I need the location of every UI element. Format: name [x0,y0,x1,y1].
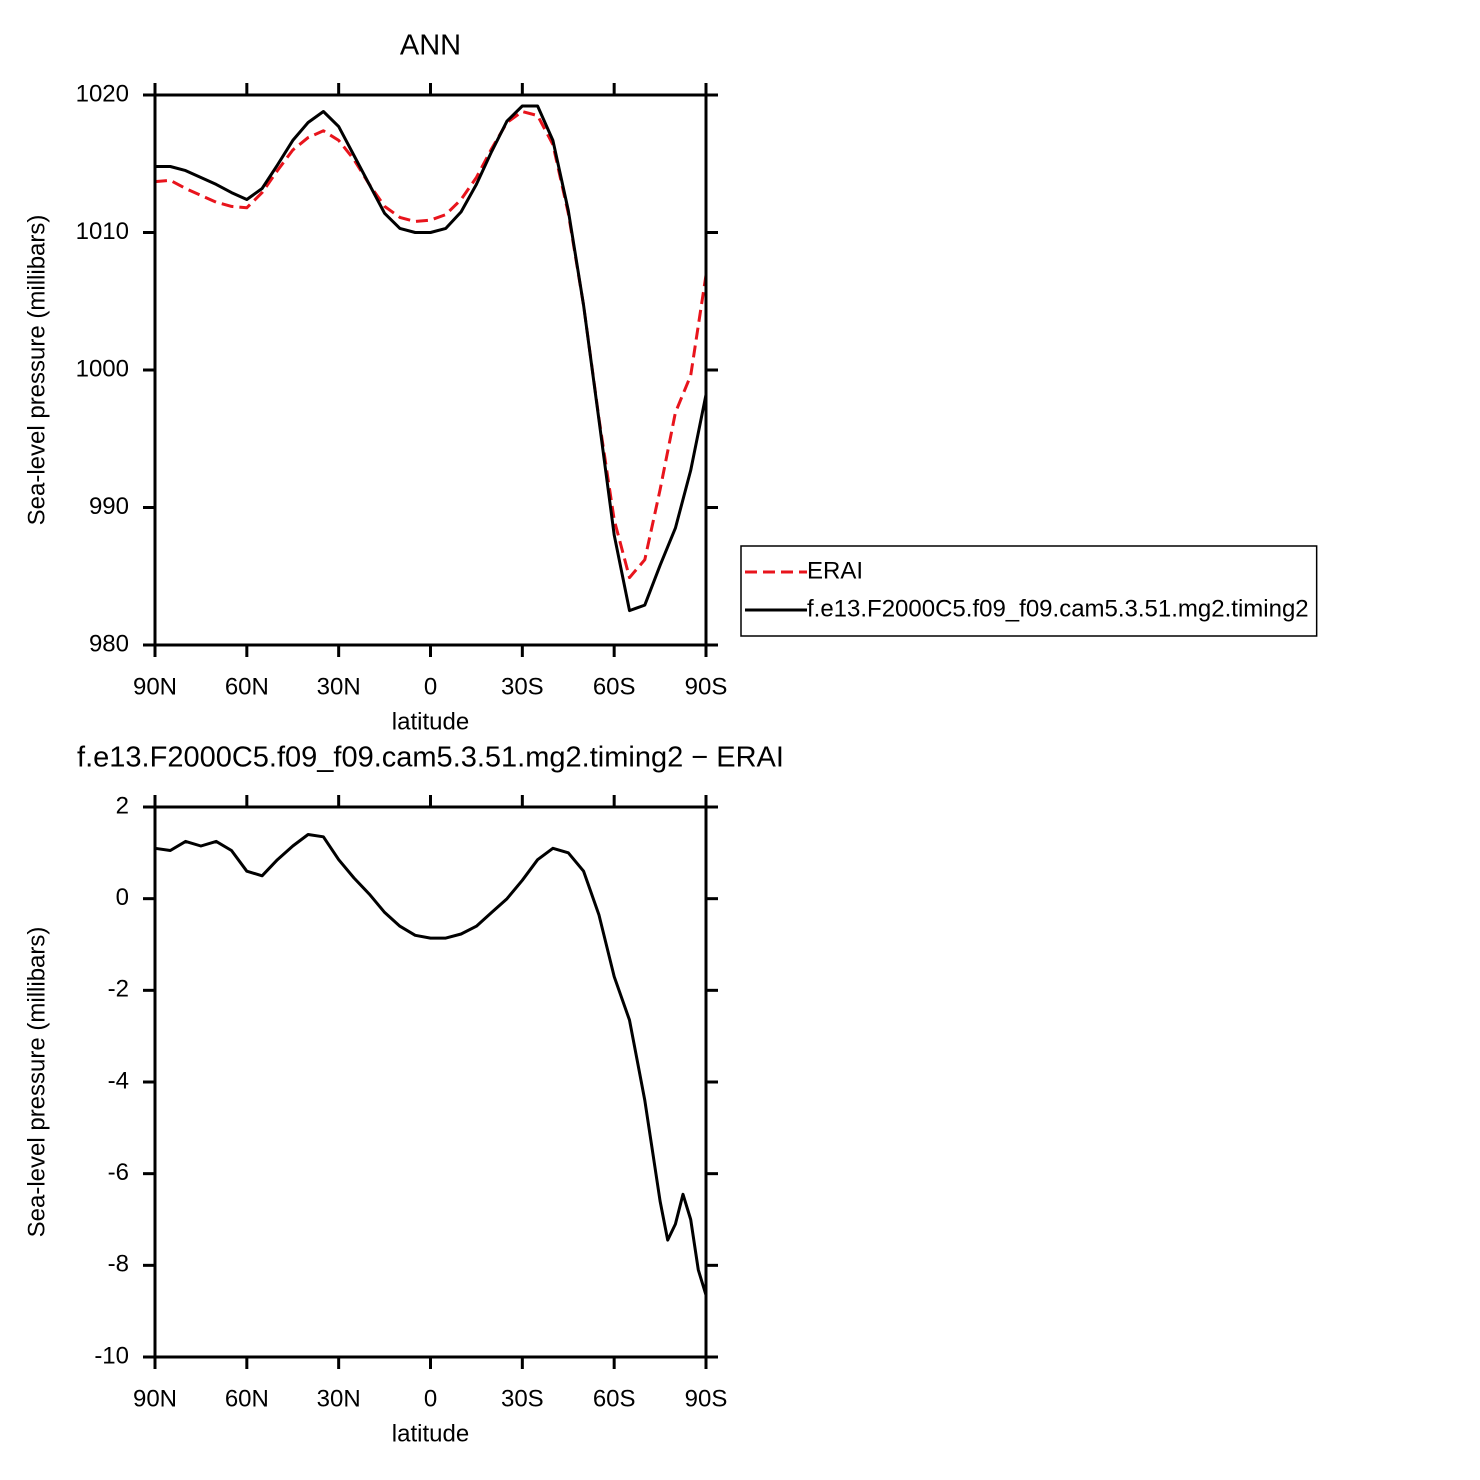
y-axis-label: Sea-level pressure (millibars) [23,215,50,526]
x-tick-label: 0 [424,1385,437,1412]
x-tick-label: 90N [133,1385,177,1412]
x-tick-label: 30N [317,673,361,700]
series-line [155,104,708,613]
y-tick-label: -2 [108,976,129,1003]
x-tick-label: 60N [225,1385,269,1412]
y-tick-label: 1000 [76,355,129,382]
y-tick-label: -10 [94,1342,129,1369]
legend-label: ERAI [807,557,863,584]
x-axis-label: latitude [392,1420,469,1447]
x-tick-label: 60S [593,673,636,700]
x-tick-label: 90N [133,673,177,700]
y-tick-label: 980 [89,630,129,657]
legend: ERAI f.e13.F2000C5.f09_f09.cam5.3.51.mg2.… [740,545,1318,637]
series-line [154,833,708,1296]
y-tick-label: 1020 [76,80,129,107]
x-tick-label: 30S [501,673,544,700]
x-tick-label: 30N [317,1385,361,1412]
chart-title: ANN [400,30,461,62]
x-tick-label: 60N [225,673,269,700]
chart-title: f.e13.F2000C5.f09_f09.cam5.3.51.mg2.timi… [77,742,784,774]
x-tick-label: 60S [593,1385,636,1412]
plot-frame [153,93,708,647]
legend-label: f.e13.F2000C5.f09_f09.cam5.3.51.mg2.timi… [807,595,1309,622]
y-tick-label: 990 [89,493,129,520]
legend-box [740,545,1318,637]
series-line [154,110,708,580]
y-axis-label: Sea-level pressure (millibars) [23,927,50,1238]
x-axis-label: latitude [392,708,469,735]
x-tick-label: 90S [685,1385,728,1412]
y-tick-label: -4 [108,1067,129,1094]
y-tick-label: 2 [116,792,129,819]
x-tick-label: 90S [685,673,728,700]
y-tick-label: 0 [116,884,129,911]
y-tick-label: -8 [108,1251,129,1278]
plot-frame [153,805,708,1359]
y-tick-label: -6 [108,1159,129,1186]
x-tick-label: 30S [501,1385,544,1412]
y-tick-label: 1010 [76,218,129,245]
x-tick-label: 0 [424,673,437,700]
